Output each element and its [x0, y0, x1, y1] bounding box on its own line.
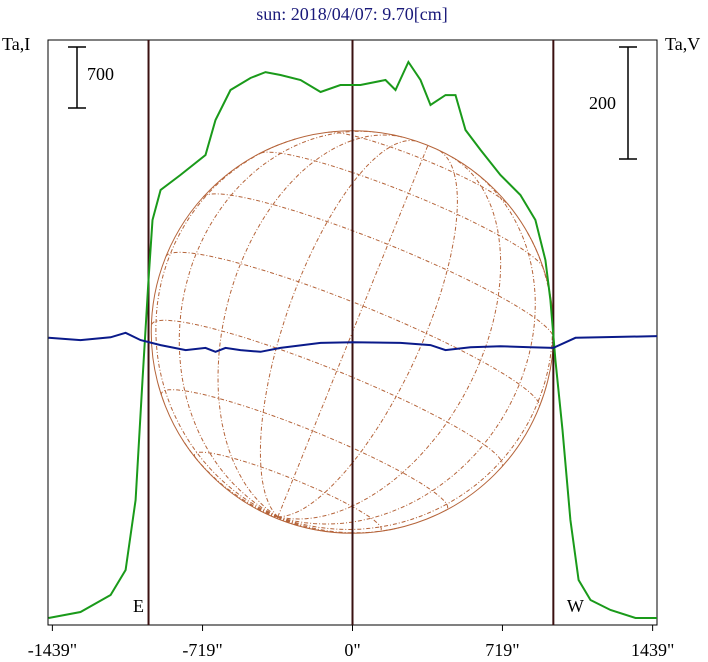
parallel [328, 131, 509, 206]
data-line [48, 331, 658, 353]
meridian [277, 149, 458, 518]
meridian [277, 232, 554, 531]
meridian [259, 139, 418, 518]
meridian [277, 516, 297, 526]
scale-bar-label: 200 [589, 93, 616, 113]
parallel [160, 389, 449, 511]
scale-bar-label: 700 [87, 64, 114, 84]
limb-label: W [567, 596, 584, 616]
meridian [277, 172, 536, 525]
chart-title: sun: 2018/04/07: 9.70[cm] [256, 4, 448, 24]
y2-axis-label: Ta,V [665, 34, 700, 54]
meridian [178, 130, 376, 518]
meridian [155, 138, 297, 518]
meridian [277, 516, 400, 534]
parallel [193, 451, 382, 533]
meridian [277, 156, 502, 520]
x-tick-label: 1439" [631, 640, 674, 660]
meridian [182, 440, 278, 518]
limb-label: E [133, 596, 144, 616]
x-tick-label: 0" [344, 640, 360, 660]
y-axis-label: Ta,I [2, 34, 30, 54]
data-line [48, 59, 657, 619]
meridian [277, 145, 429, 518]
meridian [217, 134, 403, 518]
parallel [203, 193, 555, 339]
x-tick-label: -719" [182, 640, 222, 660]
x-tick-label: 719" [485, 640, 519, 660]
x-tick-label: -1439" [28, 640, 77, 660]
